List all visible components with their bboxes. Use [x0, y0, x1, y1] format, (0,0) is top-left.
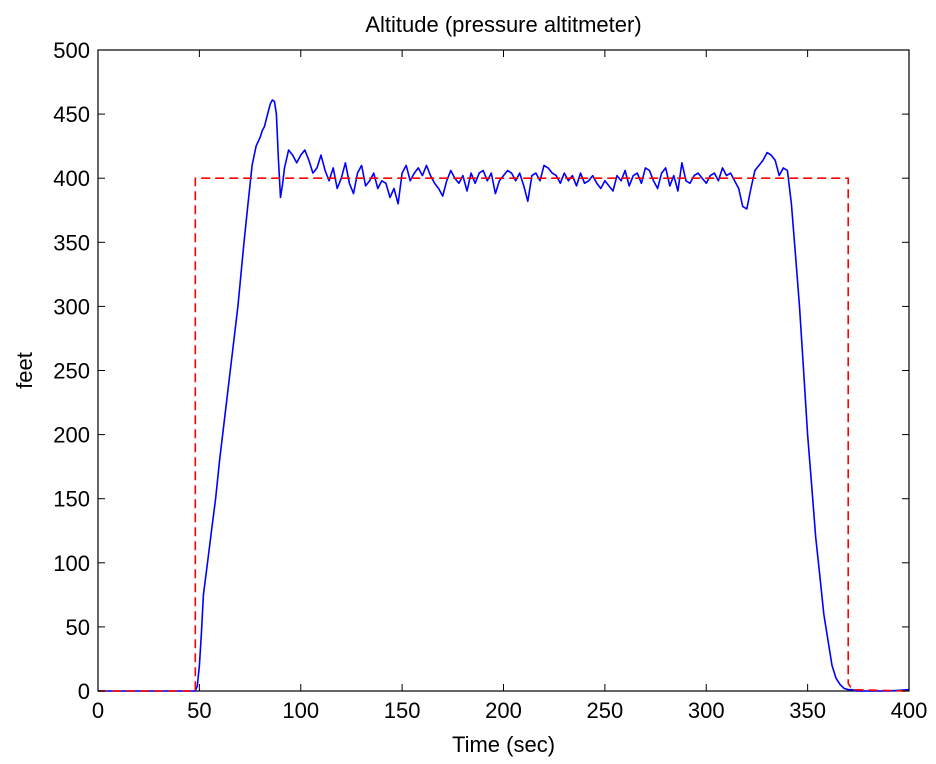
x-tick-label: 200 [485, 698, 522, 723]
y-tick-label: 0 [78, 679, 90, 704]
x-tick-label: 50 [187, 698, 211, 723]
ticks-layer: 0 50 100 150 200 250 300 350 400 0 50 100 150 200 250 3… [53, 38, 927, 723]
y-tick-label: 250 [53, 359, 90, 384]
x-axis-label: Time (sec) [452, 732, 555, 757]
x-tick-label: 0 [92, 698, 104, 723]
x-tick-label: 100 [282, 698, 319, 723]
y-tick-label: 200 [53, 423, 90, 448]
series-line-dashed [98, 177, 910, 692]
y-tick-label: 350 [53, 230, 90, 255]
x-tick-label: 350 [789, 698, 826, 723]
y-tick-label: 500 [53, 38, 90, 63]
y-tick-label: 50 [66, 615, 90, 640]
plot-area: 0 50 100 150 200 250 300 350 400 0 50 100 150 200 250 3… [53, 38, 927, 723]
plot-frame [97, 49, 910, 692]
y-tick-label: 150 [53, 487, 90, 512]
series-layer [98, 99, 910, 692]
x-tick-label: 150 [384, 698, 421, 723]
x-tick-label: 250 [587, 698, 624, 723]
x-tick-label: 400 [891, 698, 928, 723]
y-tick-label: 400 [53, 166, 90, 191]
y-tick-label: 100 [53, 551, 90, 576]
y-axis-label: feet [12, 352, 37, 389]
x-tick-label: 300 [688, 698, 725, 723]
chart-title: Altitude (pressure altitmeter) [365, 12, 641, 37]
y-tick-label: 300 [53, 294, 90, 319]
y-tick-label: 450 [53, 102, 90, 127]
